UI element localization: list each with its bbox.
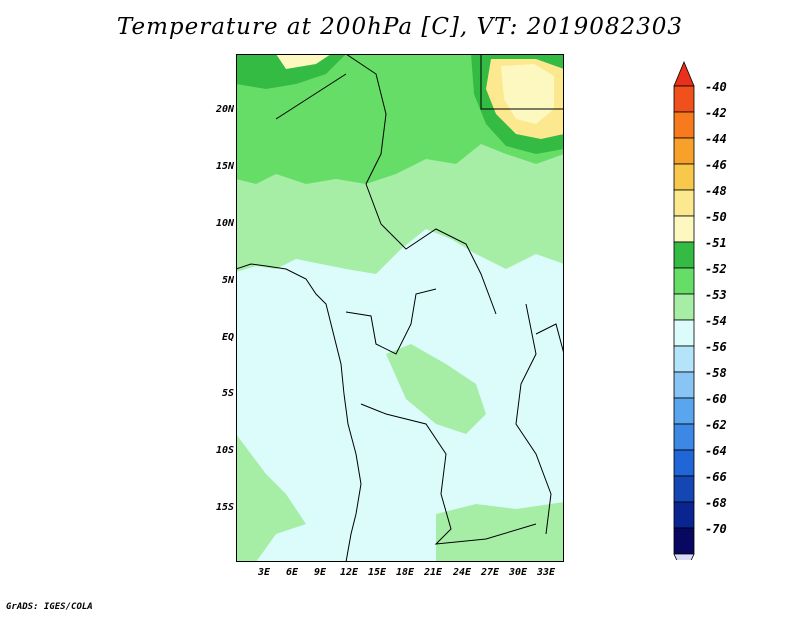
colorbar [673,60,695,560]
shade-green-north [236,54,481,184]
shade-light-green-south2 [436,502,564,562]
credit-text: GrADS: IGES/COLA [6,602,93,612]
shade-light-yellow-north [276,54,331,69]
colorbar-segment [673,345,695,373]
lon-label-27e: 27E [480,567,500,578]
lat-label-5s: 5S [221,388,234,399]
lat-label-15s: 15S [215,502,234,513]
colorbar-segment [673,137,695,165]
map-frame [236,54,564,562]
lon-label-3e: 3E [257,567,271,578]
colorbar-segment [673,319,695,347]
lon-label-21e: 21E [423,567,443,578]
colorbar-label: -64 [705,444,727,458]
colorbar-segment [673,85,695,113]
colorbar-bottom-arrow [673,553,695,560]
colorbar-label: -52 [705,262,727,276]
shade-light-green-mid [386,344,486,434]
lon-label-12e: 12E [339,567,359,578]
lon-label-30e: 30E [508,567,528,578]
colorbar-segment [673,527,695,555]
colorbar-segment [673,241,695,269]
lon-label-6e: 6E [285,567,299,578]
colorbar-label: -42 [705,106,727,120]
map-panel [236,54,564,562]
lat-label-5n: 5N [221,275,234,286]
colorbar-segment [673,501,695,529]
colorbar-label: -46 [705,158,727,172]
colorbar-segment [673,189,695,217]
lat-label-10n: 10N [215,218,234,229]
colorbar-label: -56 [705,340,727,354]
lat-label-eq: EQ [221,332,234,343]
lat-label-10s: 10S [215,445,234,456]
colorbar-label: -62 [705,418,727,432]
colorbar-segment [673,111,695,139]
colorbar-label: -58 [705,366,727,380]
colorbar-segment [673,267,695,295]
lon-label-24e: 24E [452,567,472,578]
colorbar-label: -53 [705,288,727,302]
lon-label-9e: 9E [313,567,327,578]
colorbar-label: -48 [705,184,727,198]
colorbar-top-arrow [673,60,695,87]
colorbar-segment [673,293,695,321]
colorbar-label: -54 [705,314,727,328]
colorbar-label: -40 [705,80,727,94]
shade-dark-green [236,54,346,89]
colorbar-segment [673,163,695,191]
lat-label-15n: 15N [215,161,234,172]
colorbar-label: -44 [705,132,727,146]
colorbar-segment [673,423,695,451]
coastline [236,54,564,562]
colorbar-label: -70 [705,522,727,536]
lat-label-20n: 20N [215,104,234,115]
lon-label-33e: 33E [536,567,556,578]
chart-title: Temperature at 200hPa [C], VT: 201908230… [116,14,684,40]
shade-light-green-south [236,434,306,562]
colorbar-label: -66 [705,470,727,484]
colorbar-label: -60 [705,392,727,406]
colorbar-segment [673,449,695,477]
colorbar-label: -51 [705,236,727,250]
colorbar-segment [673,475,695,503]
lon-label-15e: 15E [367,567,387,578]
colorbar-label: -50 [705,210,727,224]
colorbar-segment [673,215,695,243]
lon-label-18e: 18E [395,567,415,578]
colorbar-segment [673,397,695,425]
colorbar-label: -68 [705,496,727,510]
colorbar-segment [673,371,695,399]
